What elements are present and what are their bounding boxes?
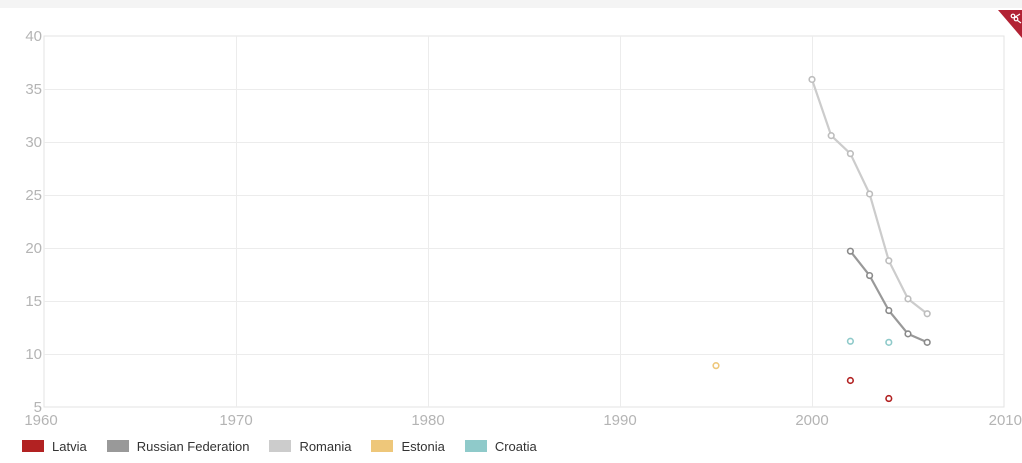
series [712,75,931,403]
x-tick-label: 2000 [795,412,828,429]
legend-label: Romania [299,438,352,454]
legend-label: Latvia [52,438,87,454]
series-line [849,250,928,344]
legend-item[interactable]: Russian Federation [106,438,250,454]
data-point[interactable] [904,330,912,338]
legend-item[interactable]: Croatia [464,438,537,454]
legend-swatch [371,440,394,452]
data-point[interactable] [885,338,893,346]
legend-item[interactable]: Estonia [371,438,445,454]
series-romania [808,75,931,318]
y-tick-label: 20 [25,240,42,257]
plot-area [43,35,1005,408]
series-russian-federation [846,247,931,346]
data-point[interactable] [923,338,931,346]
legend-item[interactable]: Romania [269,439,351,454]
data-point[interactable] [865,271,874,280]
scissors-icon [998,10,1022,38]
legend-swatch [464,440,487,452]
legend: Latvia Russian Federation Romania Estonia Cr… [22,436,557,456]
data-point[interactable] [904,295,912,303]
data-point[interactable] [846,337,855,345]
data-point[interactable] [865,190,874,198]
legend-label: Estonia [401,438,445,454]
x-tick-label: 1990 [603,412,636,429]
y-tick-label: 10 [25,346,42,363]
legend-swatch [269,440,292,452]
data-point[interactable] [885,257,893,265]
legend-swatch [106,440,129,452]
data-point[interactable] [827,132,835,140]
series-estonia [712,362,720,370]
x-tick-label: 1980 [411,412,444,429]
grid [43,35,1005,408]
axes: 5 10 15 20 25 30 35 40 1960 1970 1980 1990 2000 2010 [24,28,1022,429]
data-point[interactable] [885,394,893,403]
series-latvia [846,376,893,403]
y-tick-label: 5 [34,399,42,416]
data-point[interactable] [846,376,855,385]
data-point[interactable] [923,310,931,318]
legend-swatch [22,440,44,452]
y-tick-label: 35 [25,81,42,98]
series-croatia [846,337,893,346]
x-tick-label: 1970 [219,412,252,429]
export-button[interactable] [998,10,1022,38]
data-point[interactable] [885,306,893,315]
y-tick-label: 25 [25,187,42,204]
x-tick-label: 2010 [989,412,1022,429]
data-point[interactable] [846,150,855,158]
data-point[interactable] [808,75,816,84]
data-point[interactable] [712,362,720,370]
top-strip [0,0,1022,8]
data-point[interactable] [846,247,855,255]
legend-label: Russian Federation [136,438,250,454]
y-tick-label: 40 [25,28,42,45]
y-tick-label: 15 [25,293,42,310]
x-tick-label: 1960 [24,412,57,429]
legend-label: Croatia [494,438,537,454]
y-tick-label: 30 [25,134,42,151]
legend-item[interactable]: Latvia [22,439,87,454]
